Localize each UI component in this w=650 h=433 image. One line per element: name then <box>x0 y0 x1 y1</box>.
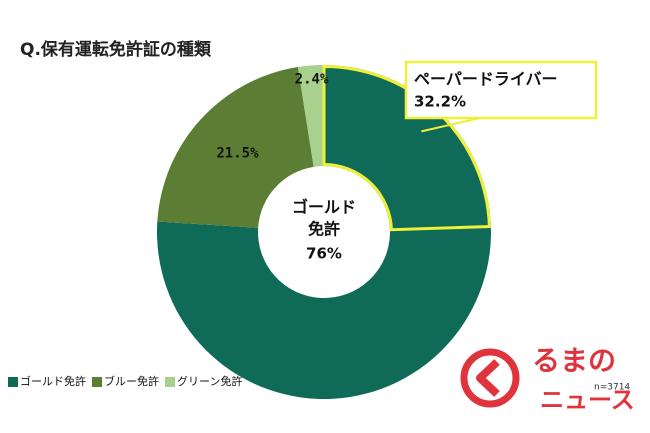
center-label: ゴールド <box>292 198 356 217</box>
callout-line <box>421 117 481 133</box>
callout-label: ペーパードライバー <box>414 70 558 89</box>
center-label: 免許 <box>308 220 340 239</box>
value-label: 76% <box>306 245 342 263</box>
legend-swatch <box>165 377 175 387</box>
value-label: 2.4% <box>295 72 329 88</box>
logo: るまの ニュース <box>460 344 635 414</box>
legend-label: グリーン免許 <box>177 374 242 388</box>
callout-value: 32.2% <box>414 93 466 111</box>
chart-title: Q.保有運転免許証の種類 <box>20 39 212 60</box>
legend-label: ブルー免許 <box>104 374 159 388</box>
donut-slice <box>157 65 492 399</box>
logo-arrow <box>476 359 500 397</box>
logo-ring <box>460 348 520 408</box>
note: n=3714 <box>594 383 630 393</box>
legend-label: ゴールド免許 <box>20 374 86 388</box>
donut-slice <box>157 67 314 228</box>
logo-text: ニュース <box>540 386 635 414</box>
callout-box <box>404 60 598 120</box>
donut-slice <box>297 65 324 167</box>
value-label: 21.5% <box>216 145 259 161</box>
annotation-wedge <box>322 64 491 232</box>
legend-swatch <box>8 377 18 387</box>
logo-text: るまの <box>532 344 616 377</box>
legend-swatch <box>92 377 102 387</box>
